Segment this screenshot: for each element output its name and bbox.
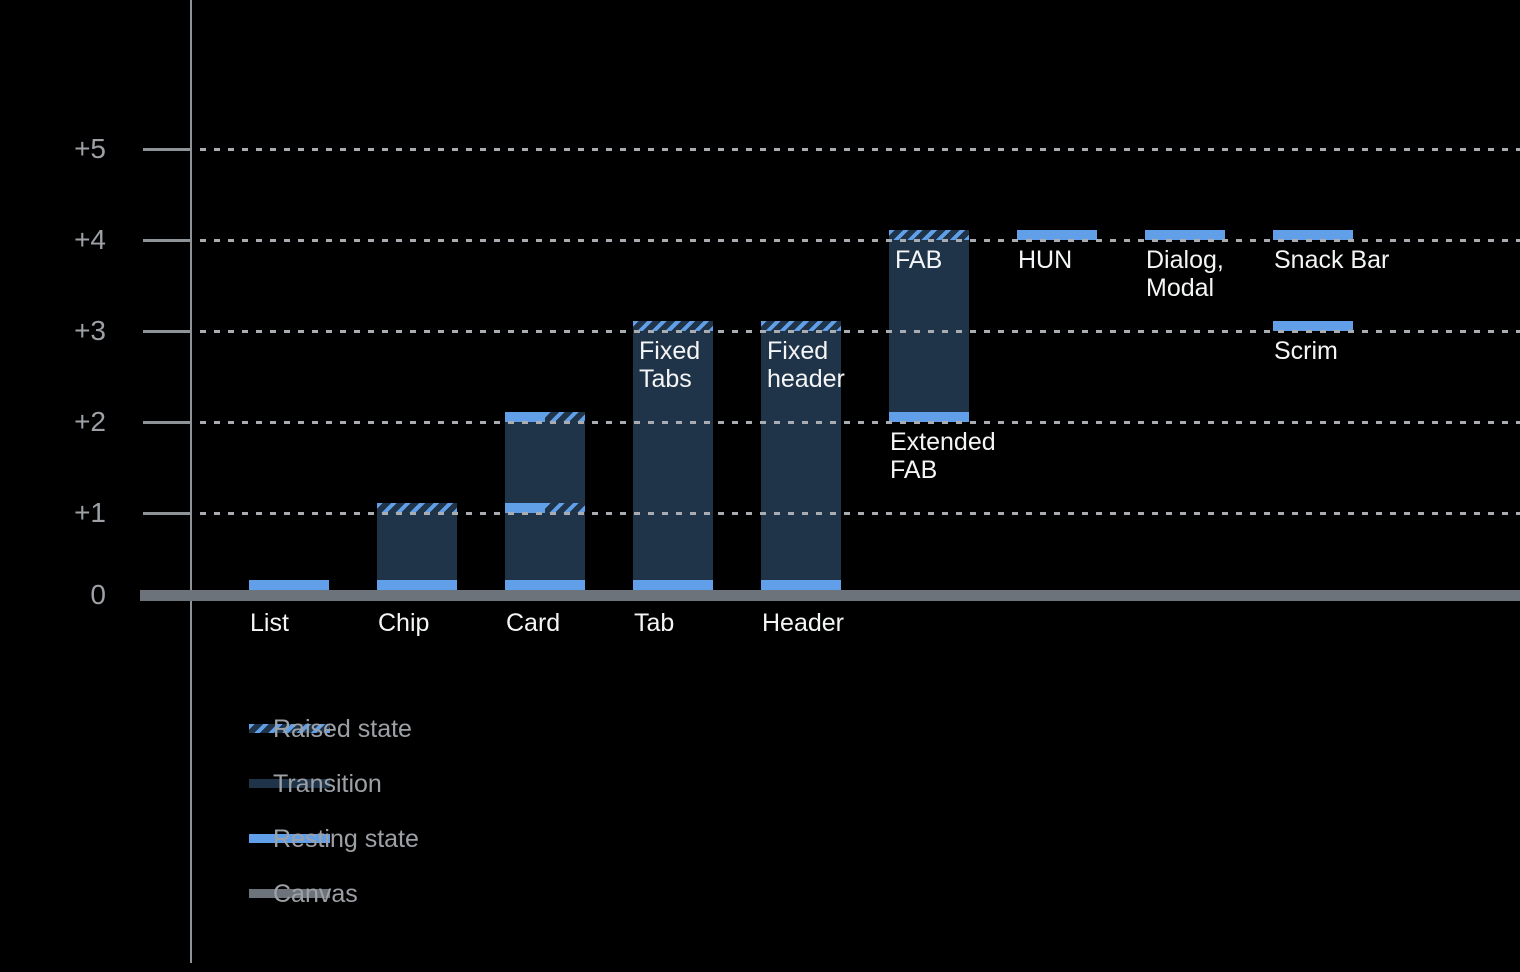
gridline-2	[200, 421, 1520, 424]
legend-item-canvas: Canvas	[249, 876, 729, 911]
label-card: Card	[506, 609, 561, 637]
label-hun: HUN	[1018, 246, 1073, 274]
y-tick-2	[143, 421, 191, 424]
strip-resting-half	[505, 503, 545, 513]
legend-item-resting-state: Resting state	[249, 821, 729, 856]
legend-item-transition: Transition	[249, 766, 729, 801]
strip-header-0	[761, 580, 841, 590]
label-fab: Extended FAB	[890, 428, 996, 484]
strip-resting-half	[505, 412, 545, 422]
strip-card-0	[505, 580, 585, 590]
resting-state-swatch-icon	[249, 834, 330, 843]
bar-header	[761, 321, 841, 590]
y-label-4: +4	[74, 224, 106, 255]
y-label-5: +5	[74, 133, 106, 164]
bar-tab	[633, 321, 713, 590]
legend-label: Resting state	[273, 824, 419, 853]
strip-tab-0	[633, 580, 713, 590]
strip-raised-half	[545, 412, 585, 422]
strip-fab-2	[889, 412, 969, 422]
label-chip: Chip	[378, 609, 430, 637]
gridline-1	[200, 512, 1520, 515]
strip-dialog-modal-4	[1145, 230, 1225, 240]
y-tick-5	[143, 148, 191, 151]
bar-fab	[889, 230, 969, 422]
y-label-3: +3	[74, 315, 106, 346]
strip-card-1	[505, 503, 585, 513]
strip-card-2	[505, 412, 585, 422]
label-header: Fixed header	[767, 337, 845, 393]
strip-scrim-3	[1273, 321, 1353, 331]
y-axis-line	[190, 0, 192, 963]
label-fab: FAB	[895, 246, 943, 274]
y-tick-3	[143, 330, 191, 333]
label-tab: Fixed Tabs	[639, 337, 701, 393]
label-snack-bar: Snack Bar	[1274, 246, 1390, 274]
gridline-4	[200, 239, 1520, 242]
label-header: Header	[762, 609, 844, 637]
legend: Raised state Transition Resting state Ca…	[249, 711, 749, 931]
y-label-0: 0	[90, 579, 106, 610]
raised-state-swatch-icon	[249, 724, 330, 733]
strip-header-3	[761, 321, 841, 331]
gridline-5	[200, 148, 1520, 151]
strip-raised-half	[545, 503, 585, 513]
strip-chip-0	[377, 580, 457, 590]
label-scrim: Scrim	[1274, 337, 1338, 365]
legend-item-raised-state: Raised state	[249, 711, 729, 746]
y-tick-1	[143, 512, 191, 515]
transition-swatch-icon	[249, 779, 330, 788]
label-dialog-modal: Dialog, Modal	[1146, 246, 1224, 302]
strip-snack-bar-4	[1273, 230, 1353, 240]
strip-hun-4	[1017, 230, 1097, 240]
y-label-2: +2	[74, 406, 106, 437]
legend-label: Canvas	[273, 879, 358, 908]
legend-label: Transition	[273, 769, 382, 798]
legend-label: Raised state	[273, 714, 412, 743]
gridline-3	[200, 330, 1520, 333]
strip-list-0	[249, 580, 329, 590]
label-list: List	[250, 609, 289, 637]
bar-chip	[377, 503, 457, 590]
strip-chip-1	[377, 503, 457, 513]
strip-fab-4	[889, 230, 969, 240]
y-label-1: +1	[74, 497, 106, 528]
label-tab: Tab	[634, 609, 675, 637]
canvas-swatch-icon	[249, 889, 330, 898]
canvas-baseline	[140, 590, 1520, 601]
y-tick-4	[143, 239, 191, 242]
bar-card	[505, 412, 585, 590]
strip-tab-3	[633, 321, 713, 331]
